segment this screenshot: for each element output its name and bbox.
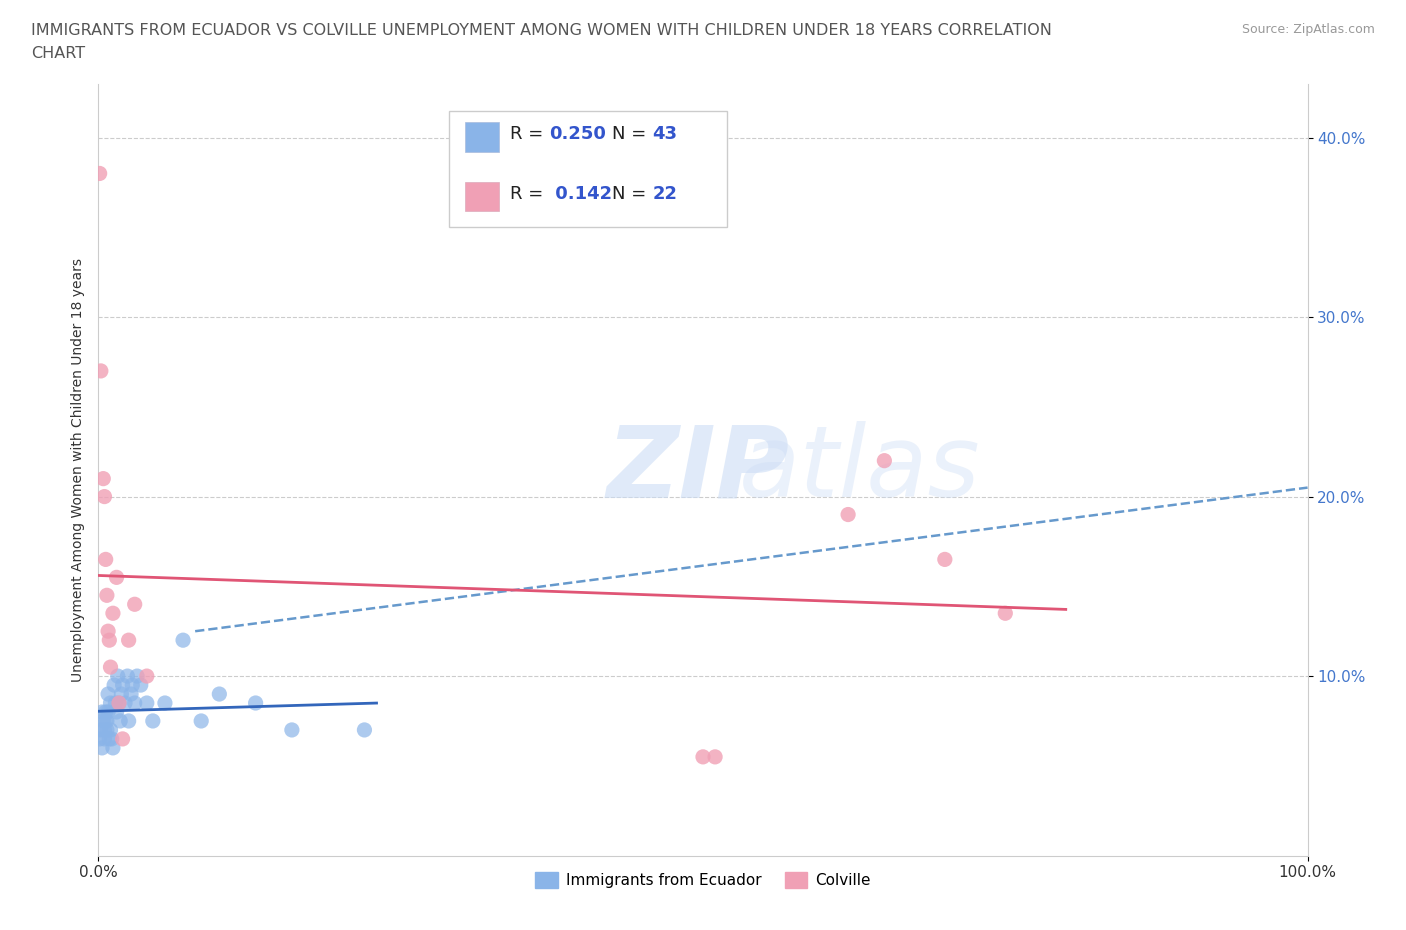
- Point: [91, 472, 114, 486]
- Point: [934, 552, 956, 567]
- Text: 0.250: 0.250: [550, 125, 606, 143]
- Point: [97, 686, 120, 701]
- Point: [142, 713, 165, 728]
- Point: [105, 570, 128, 585]
- Point: [105, 705, 128, 720]
- Point: [118, 632, 141, 647]
- Text: ZIP: ZIP: [606, 421, 789, 518]
- Point: [120, 686, 142, 701]
- FancyBboxPatch shape: [465, 123, 499, 152]
- Point: [101, 605, 124, 620]
- Point: [89, 166, 111, 181]
- Point: [97, 624, 120, 639]
- Text: Source: ZipAtlas.com: Source: ZipAtlas.com: [1241, 23, 1375, 36]
- Point: [118, 713, 141, 728]
- Point: [124, 696, 146, 711]
- Point: [353, 723, 375, 737]
- Point: [100, 723, 122, 737]
- Point: [90, 723, 112, 737]
- Point: [117, 669, 139, 684]
- Point: [101, 740, 124, 755]
- Point: [89, 732, 111, 747]
- Point: [97, 705, 120, 720]
- Point: [111, 678, 134, 693]
- Point: [100, 659, 122, 674]
- Point: [96, 588, 118, 603]
- Point: [93, 723, 115, 737]
- Point: [124, 597, 146, 612]
- Point: [873, 453, 896, 468]
- Point: [104, 696, 127, 711]
- Text: N =: N =: [613, 185, 652, 203]
- Text: R =: R =: [509, 185, 548, 203]
- Point: [245, 696, 267, 711]
- Text: N =: N =: [613, 125, 652, 143]
- Point: [108, 696, 131, 711]
- Point: [108, 713, 131, 728]
- Point: [114, 696, 136, 711]
- Point: [692, 750, 714, 764]
- Point: [129, 678, 152, 693]
- Y-axis label: Unemployment Among Women with Children Under 18 years: Unemployment Among Women with Children U…: [70, 258, 84, 682]
- Point: [107, 669, 129, 684]
- Legend: Immigrants from Ecuador, Colville: Immigrants from Ecuador, Colville: [529, 866, 877, 895]
- Point: [135, 669, 157, 684]
- Point: [153, 696, 176, 711]
- Point: [103, 678, 125, 693]
- Point: [96, 713, 118, 728]
- Point: [91, 705, 114, 720]
- Text: R =: R =: [509, 125, 548, 143]
- Point: [100, 696, 122, 711]
- Text: 22: 22: [652, 185, 678, 203]
- Point: [704, 750, 727, 764]
- Point: [94, 705, 117, 720]
- Point: [93, 489, 115, 504]
- Text: IMMIGRANTS FROM ECUADOR VS COLVILLE UNEMPLOYMENT AMONG WOMEN WITH CHILDREN UNDER: IMMIGRANTS FROM ECUADOR VS COLVILLE UNEM…: [31, 23, 1052, 38]
- Point: [121, 678, 143, 693]
- Point: [172, 632, 194, 647]
- Text: 0.142: 0.142: [550, 185, 613, 203]
- Point: [94, 713, 117, 728]
- Text: 43: 43: [652, 125, 678, 143]
- Point: [837, 507, 859, 522]
- Point: [100, 732, 122, 747]
- FancyBboxPatch shape: [449, 111, 727, 227]
- Point: [190, 713, 212, 728]
- Text: atlas: atlas: [740, 421, 981, 518]
- Point: [111, 732, 134, 747]
- Point: [127, 669, 149, 684]
- Point: [93, 732, 115, 747]
- Point: [91, 713, 114, 728]
- Point: [98, 732, 121, 747]
- Point: [110, 686, 132, 701]
- Point: [98, 632, 121, 647]
- Text: CHART: CHART: [31, 46, 84, 61]
- Point: [994, 605, 1017, 620]
- Point: [96, 723, 118, 737]
- Point: [281, 723, 304, 737]
- FancyBboxPatch shape: [465, 181, 499, 211]
- Point: [208, 686, 231, 701]
- Point: [90, 364, 112, 379]
- Point: [135, 696, 157, 711]
- Point: [94, 552, 117, 567]
- Point: [108, 696, 131, 711]
- Point: [91, 740, 114, 755]
